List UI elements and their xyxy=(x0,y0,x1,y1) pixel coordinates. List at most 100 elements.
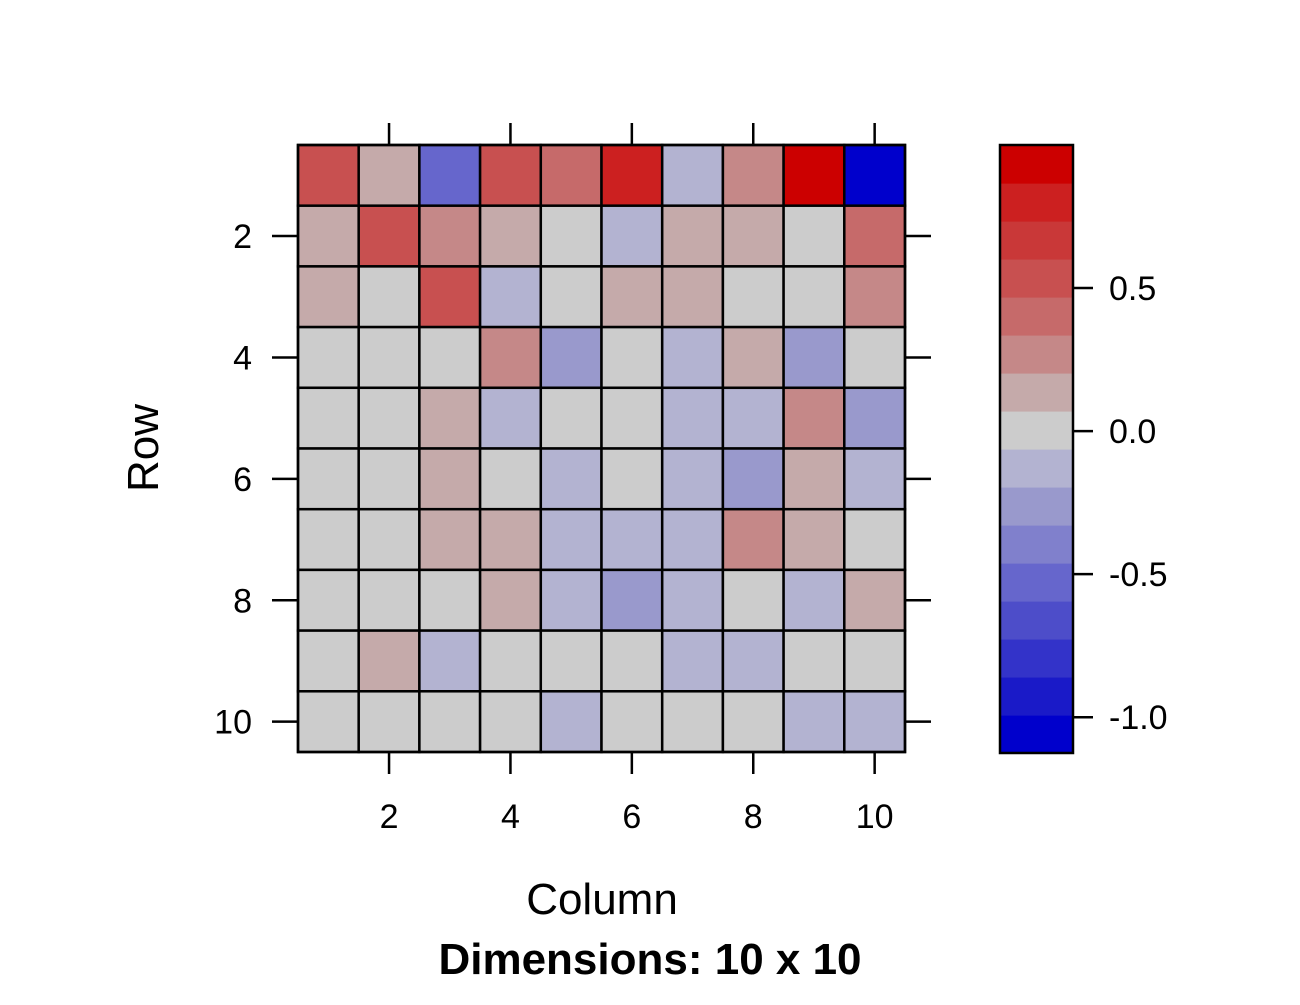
heatmap-cell-r6-c9 xyxy=(782,447,846,511)
heatmap-cell-r1-c4 xyxy=(478,143,543,207)
heatmap-cell-r6-c2 xyxy=(357,447,421,511)
heatmap-cell-r5-c9 xyxy=(782,386,846,450)
heatmap-cell-r9-c9 xyxy=(782,629,846,693)
heatmap-cell-r6-c1 xyxy=(296,447,360,511)
heatmap-cell-r7-c10 xyxy=(843,507,907,572)
y-tick-label-6: 6 xyxy=(233,461,252,499)
heatmap-cell-r6-c8 xyxy=(721,447,785,511)
panel-frame xyxy=(296,143,907,754)
colorbar-frame xyxy=(998,143,1075,755)
colorbar-tick-label-2: -0.5 xyxy=(1109,556,1168,594)
heatmap-cell-r7-c9 xyxy=(782,507,846,572)
heatmap-cell-r5-c5 xyxy=(539,386,603,450)
heatmap-cell-r9-c10 xyxy=(843,629,907,693)
heatmap-cell-r4-c9 xyxy=(782,325,846,390)
colorbar-segment-4 xyxy=(1000,563,1073,602)
heatmap-cell-r9-c2 xyxy=(357,629,421,693)
chart-subtitle: Dimensions: 10 x 10 xyxy=(438,935,861,984)
x-tick-label-4: 4 xyxy=(501,798,520,836)
heatmap-cell-r5-c4 xyxy=(478,386,543,450)
colorbar-segment-0 xyxy=(1000,715,1073,754)
heatmap-cell-r6-c4 xyxy=(478,447,543,511)
heatmap-cell-r3-c8 xyxy=(721,265,785,329)
heatmap-cell-r7-c8 xyxy=(721,507,785,572)
colorbar-segment-2 xyxy=(1000,639,1073,678)
heatmap-cell-r3-c7 xyxy=(660,265,725,329)
x-tick-label-10: 10 xyxy=(856,798,894,836)
heatmap-cell-r10-c4 xyxy=(478,690,543,754)
heatmap-cell-r5-c3 xyxy=(418,386,482,450)
colorbar-tick-label-3: -1.0 xyxy=(1109,699,1168,737)
colorbar-segment-5 xyxy=(1000,525,1073,564)
heatmap-cell-r9-c8 xyxy=(721,629,785,693)
heatmap-cell-r7-c2 xyxy=(357,507,421,572)
heatmap-cell-r8-c5 xyxy=(539,568,603,632)
heatmap-cell-r10-c2 xyxy=(357,690,421,754)
heatmap-cell-r4-c1 xyxy=(296,325,360,390)
heatmap-cell-r7-c3 xyxy=(418,507,482,572)
heatmap-cell-r2-c7 xyxy=(660,204,725,268)
heatmap-cell-r5-c1 xyxy=(296,386,360,450)
y-tick-label-4: 4 xyxy=(233,339,252,377)
heatmap-cell-r10-c7 xyxy=(660,690,725,754)
colorbar-tick-label-1: 0.0 xyxy=(1109,413,1156,451)
heatmap-cell-r5-c7 xyxy=(660,386,725,450)
heatmap-cell-r5-c6 xyxy=(600,386,664,450)
heatmap-cell-r6-c3 xyxy=(418,447,482,511)
heatmap-cell-r2-c10 xyxy=(843,204,907,268)
heatmap-cell-r7-c6 xyxy=(600,507,664,572)
colorbar-segment-7 xyxy=(1000,449,1073,488)
heatmap-cell-r3-c5 xyxy=(539,265,603,329)
heatmap-cell-r3-c9 xyxy=(782,265,846,329)
heatmap-cell-r2-c3 xyxy=(418,204,482,268)
heatmap-cell-r2-c2 xyxy=(357,204,421,268)
heatmap-cell-r7-c7 xyxy=(660,507,725,572)
heatmap-cell-r1-c2 xyxy=(357,143,421,207)
heatmap-cell-r10-c5 xyxy=(539,690,603,754)
heatmap-cell-r4-c2 xyxy=(357,325,421,390)
heatmap-cell-r5-c2 xyxy=(357,386,421,450)
heatmap-cell-r2-c4 xyxy=(478,204,543,268)
colorbar-segment-6 xyxy=(1000,487,1073,526)
heatmap-cell-r7-c4 xyxy=(478,507,543,572)
heatmap-cell-r10-c8 xyxy=(721,690,785,754)
heatmap-cell-r4-c5 xyxy=(539,325,603,390)
heatmap-cell-r3-c1 xyxy=(296,265,360,329)
colorbar-segment-3 xyxy=(1000,601,1073,640)
colorbar-segment-11 xyxy=(1000,297,1073,336)
heatmap-cell-r6-c10 xyxy=(843,447,907,511)
heatmap-cell-r1-c8 xyxy=(721,143,785,207)
heatmap-cell-r2-c1 xyxy=(296,204,360,268)
heatmap-cell-r3-c4 xyxy=(478,265,543,329)
colorbar-segment-1 xyxy=(1000,677,1073,716)
colorbar: 0.5 0.0 -0.5 -1.0 xyxy=(998,143,1168,755)
heatmap-cell-r8-c3 xyxy=(418,568,482,632)
heatmap-cell-r4-c7 xyxy=(660,325,725,390)
colorbar-segment-13 xyxy=(1000,221,1073,260)
x-tick-label-6: 6 xyxy=(622,798,641,836)
heatmap-cell-r8-c1 xyxy=(296,568,360,632)
x-tick-label-2: 2 xyxy=(380,798,399,836)
heatmap-cell-r2-c5 xyxy=(539,204,603,268)
heatmap-cell-r7-c1 xyxy=(296,507,360,572)
heatmap-cell-r2-c8 xyxy=(721,204,785,268)
heatmap-cell-r9-c7 xyxy=(660,629,725,693)
heatmap-cell-r2-c6 xyxy=(600,204,664,268)
heatmap-cell-r8-c4 xyxy=(478,568,543,632)
heatmap-cell-r1-c10 xyxy=(843,143,907,207)
heatmap-cell-r10-c6 xyxy=(600,690,664,754)
colorbar-segment-9 xyxy=(1000,373,1073,412)
heatmap-cell-r10-c10 xyxy=(843,690,907,754)
colorbar-segment-10 xyxy=(1000,335,1073,374)
heatmap-cell-r1-c3 xyxy=(418,143,482,207)
heatmap-cell-r6-c5 xyxy=(539,447,603,511)
heatmap-cell-r9-c5 xyxy=(539,629,603,693)
heatmap-cell-r4-c8 xyxy=(721,325,785,390)
heatmap-cell-r8-c2 xyxy=(357,568,421,632)
heatmap-cell-r9-c1 xyxy=(296,629,360,693)
y-tick-label-2: 2 xyxy=(233,218,252,256)
colorbar-segment-14 xyxy=(1000,183,1073,222)
heatmap-cell-r5-c10 xyxy=(843,386,907,450)
heatmap-cell-r6-c7 xyxy=(660,447,725,511)
